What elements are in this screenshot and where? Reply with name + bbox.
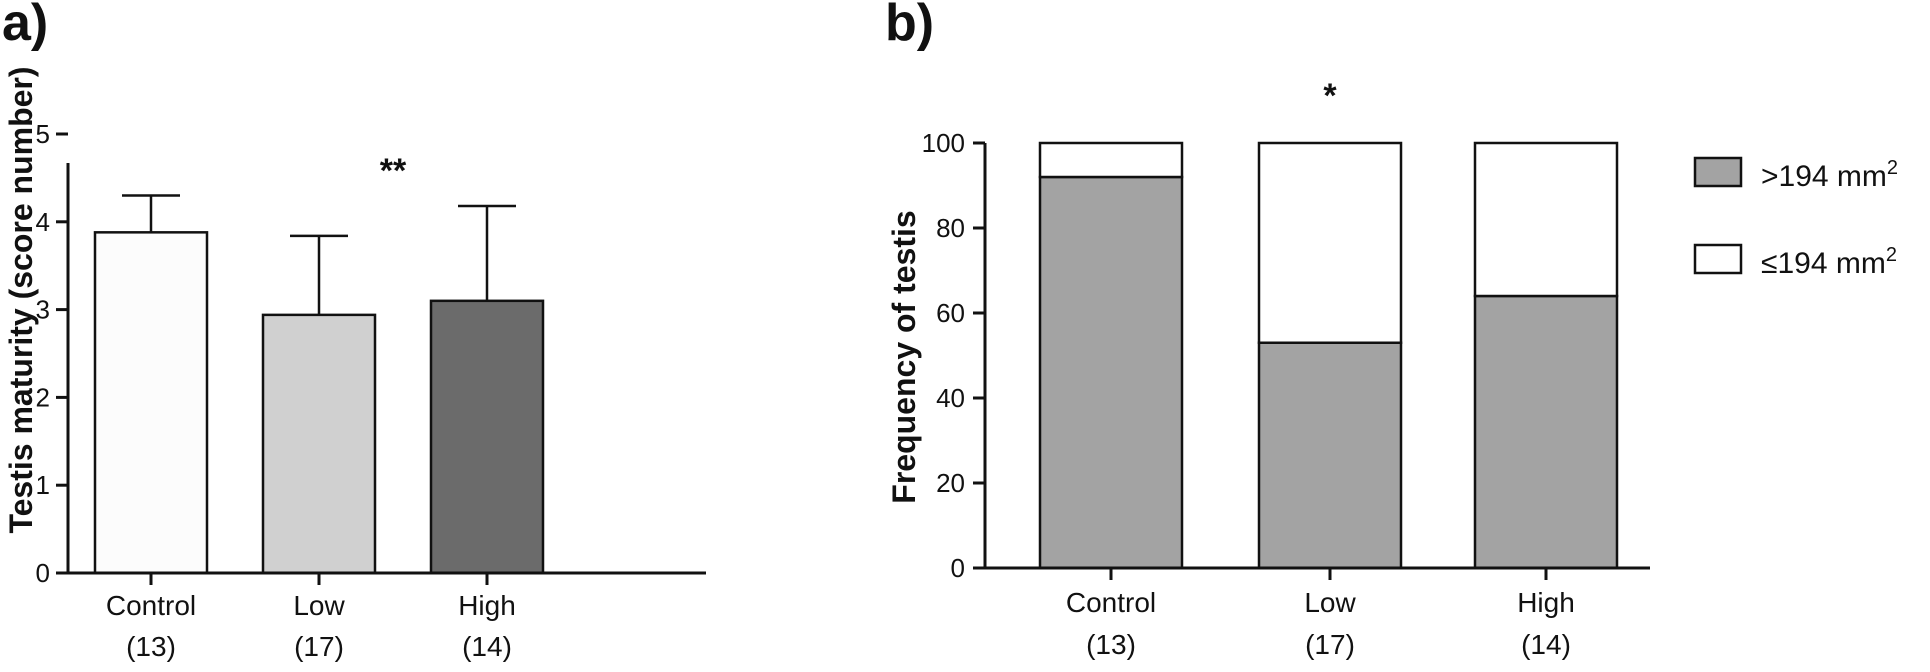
legend-swatch-small [1693,243,1743,275]
y-tick-label: 1 [36,470,50,500]
bar-segment-small [1473,141,1619,298]
x-category-label: Low [1304,587,1356,618]
legend-label-small: ≤194 mm2 [1761,244,1897,280]
y-tick-label: 3 [36,295,50,325]
x-sample-size-label: (14) [462,631,512,662]
x-sample-size-label: (13) [1086,629,1136,660]
y-tick-label: 100 [922,128,965,158]
x-category-label: Control [106,590,196,621]
y-tick-label: 0 [36,558,50,588]
panel-a-label: a) [2,0,48,52]
x-category-label: High [458,590,516,621]
x-sample-size-label: (14) [1521,629,1571,660]
panel-a-y-axis-title: Testis maturity (score number) [3,66,39,533]
panel-a: a) Testis maturity (score number) 0 1 2 3 4 5… [2,0,706,662]
panel-b-significance-low: * [1323,77,1337,115]
x-sample-size-label: (13) [126,631,176,662]
bar-segment-large [1038,175,1184,570]
bar [261,313,377,575]
y-tick-label: 20 [936,468,965,498]
panel-b-y-axis-title: Frequency of testis [886,210,922,503]
panel-b: b) Frequency of testis 0 20 40 60 80 100 Cont… [885,0,1898,660]
bar [93,231,209,575]
y-tick-label: 4 [36,207,50,237]
x-category-label: Control [1066,587,1156,618]
x-sample-size-label: (17) [1305,629,1355,660]
panel-a-significance-low: ** [380,152,407,190]
x-category-label: High [1517,587,1575,618]
bar-segment-large [1473,294,1619,570]
y-tick-label: 60 [936,298,965,328]
bar [429,299,545,575]
bar-segment-large [1257,341,1403,570]
x-sample-size-label: (17) [294,631,344,662]
y-tick-label: 80 [936,213,965,243]
y-tick-label: 5 [36,119,50,149]
y-tick-label: 2 [36,382,50,412]
x-category-label: Low [293,590,345,621]
panel-b-label: b) [885,0,934,52]
y-tick-label: 0 [951,553,965,583]
bar-segment-small [1038,141,1184,179]
bar-segment-small [1257,141,1403,344]
legend-swatch-large [1693,156,1743,188]
y-tick-label: 40 [936,383,965,413]
legend-label-large: >194 mm2 [1761,157,1898,193]
panel-b-legend: >194 mm2 ≤194 mm2 [1693,156,1898,280]
